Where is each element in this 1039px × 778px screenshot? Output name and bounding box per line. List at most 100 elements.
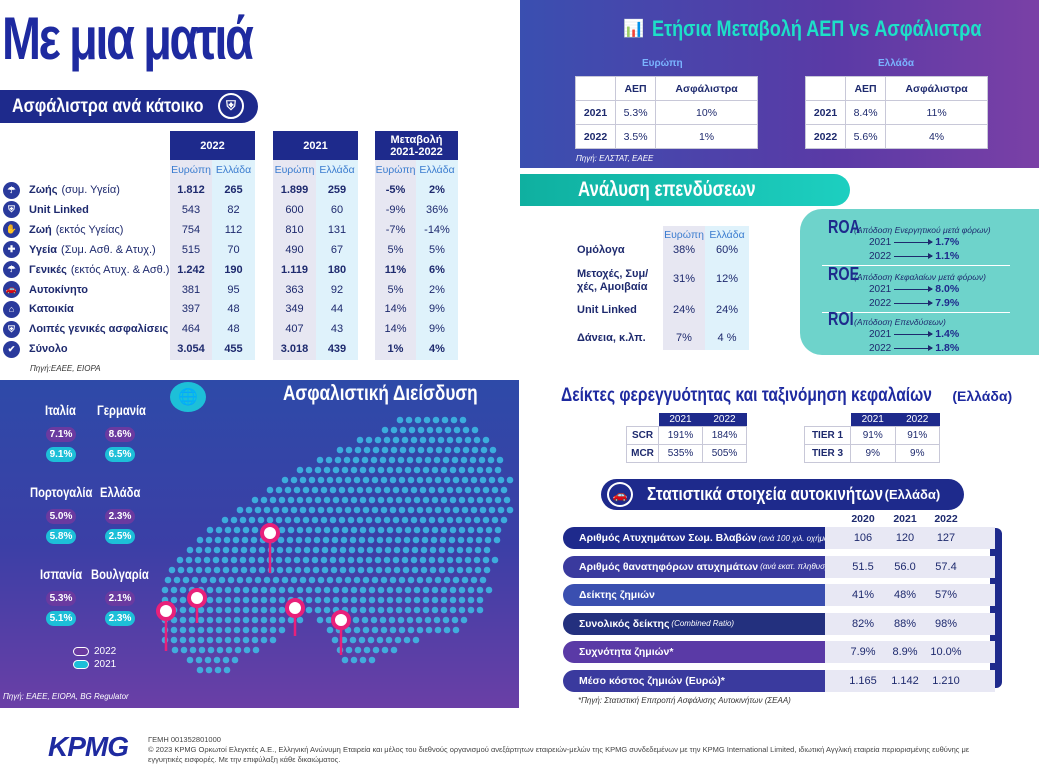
premium-cell: 2% — [429, 283, 445, 296]
col-bg — [375, 160, 416, 360]
investment-value: 24% — [715, 304, 739, 316]
ratio-row: 2021 1.4% — [869, 328, 959, 340]
kpmg-logo: KPMG — [48, 731, 129, 762]
car-stat-value: 98% — [934, 617, 958, 630]
car-stat-value: 57% — [934, 589, 958, 602]
map-pin-icon — [285, 598, 305, 618]
premium-cell: 464 — [181, 323, 201, 336]
premium-row-label: ✚ Υγεία (Συμ. Ασθ. & Ατυχ.) — [3, 241, 156, 259]
premium-cell: 3.054 — [177, 343, 205, 356]
premium-cell: 1% — [387, 343, 404, 356]
arrow-icon — [894, 285, 934, 292]
car-stat-note: (ανά εκατ. πληθυσμού) — [760, 562, 841, 572]
badge-2022: 5.0% — [46, 509, 76, 524]
col-bg — [212, 160, 255, 360]
row-label-note: (εκτός Υγείας) — [55, 223, 124, 236]
car-stat-bar: Συνολικός δείκτης (Combined Ratio) — [563, 612, 825, 635]
premium-cell: 1.119 — [281, 263, 308, 276]
premium-cell: 190 — [224, 263, 243, 276]
arrow-icon — [894, 330, 934, 337]
premium-cell: 11% — [885, 100, 988, 125]
ratio-year: 2022 — [869, 297, 892, 309]
gdp-panel: 📊 Ετήσια Μεταβολή ΑΕΠ vs Ασφάλιστρα Ευρώ… — [520, 0, 1039, 168]
year-cell: 2021 — [805, 100, 846, 125]
car-stat-value-bg — [825, 612, 995, 635]
value-cell: 184% — [702, 425, 747, 445]
investment-value: 24% — [672, 304, 696, 316]
ratio-value: 1.8% — [935, 342, 960, 354]
car-stat-value: 106 — [853, 532, 873, 544]
car-stat-value: 88% — [893, 617, 917, 630]
premium-cell: 43 — [330, 323, 344, 336]
ratio-year: 2022 — [869, 250, 892, 262]
premium-cell: 265 — [224, 184, 243, 196]
investment-value: 60% — [715, 244, 739, 256]
year-cell: 2022 — [805, 124, 846, 149]
premiums-source: Πηγή:ΕΑΕΕ, EIOPA — [30, 364, 101, 373]
premium-cell: -5% — [385, 184, 406, 196]
header-2022: 2022 — [170, 131, 255, 160]
country-name: Ιταλία — [45, 402, 76, 418]
chart-icon: 📊 — [623, 19, 645, 38]
premium-cell: 490 — [285, 243, 304, 256]
row-label-text: Υγεία — [29, 243, 58, 256]
badge-2021: 2.3% — [105, 611, 135, 626]
year-header: 2020 — [851, 513, 875, 525]
row-label-note: (συμ. Υγεία) — [61, 184, 120, 196]
car-stat-value: 1.210 — [932, 675, 960, 687]
ratio-desc: (Απόδοση Ενεργητικού μετά φόρων) — [854, 225, 991, 235]
col-bg — [170, 160, 212, 360]
home-icon: ⌂ — [3, 300, 20, 318]
premium-cell: 381 — [181, 283, 201, 296]
legend-2021: 2021 — [73, 659, 116, 670]
investment-value: 31% — [672, 273, 696, 285]
medical-icon: ✚ — [3, 241, 20, 259]
country-name: Πορτογαλία — [30, 484, 93, 500]
investment-value: 4 % — [717, 332, 737, 344]
row-label-text: Γενικές — [29, 263, 67, 276]
car-stat-value: 48% — [893, 589, 917, 602]
subheader-greece: Ελλάδα — [419, 164, 455, 176]
cars-title-suffix: (Ελλάδα) — [884, 487, 941, 502]
year-cell: 2022 — [575, 124, 616, 149]
premiums-title-pill: Ασφάλιστρα ανά κάτοικο ⛨ — [0, 90, 258, 123]
globe-icon: 🌐 — [170, 382, 206, 412]
ratio-row: 2022 1.8% — [869, 342, 959, 354]
col-bg — [663, 226, 705, 350]
year-header: 2021 — [850, 413, 895, 426]
gdp-greece-label: Ελλάδα — [878, 58, 915, 69]
car-stat-value: 82% — [851, 617, 875, 630]
premium-cell: 14% — [384, 303, 407, 316]
value-cell: 505% — [702, 443, 747, 463]
premium-cell: 515 — [181, 243, 201, 256]
car-stat-value: 41% — [851, 589, 875, 602]
badge-2021: 2.5% — [105, 529, 135, 544]
car-stat-value-bg — [825, 584, 995, 607]
premium-cell: 5% — [387, 283, 404, 296]
car-stat-bar: Αριθμός θανατηφόρων ατυχημάτων (ανά εκατ.… — [563, 555, 841, 578]
premiums-title: Ασφάλιστρα ανά κάτοικο — [12, 95, 204, 117]
car-stat-value: 1.165 — [849, 675, 877, 687]
car-stat-label: Μέσο κόστος ζημιών (Ευρώ)* — [579, 675, 725, 687]
year-header: 2021 — [893, 513, 917, 525]
premium-cell: 4% — [885, 124, 988, 149]
badge-2021: 9.1% — [46, 447, 76, 462]
penetration-panel: 🌐 Ασφαλιστική Διείσδυση Ιταλία 7.1% 9.1% Γε… — [0, 380, 519, 708]
row-label: TIER 1 — [804, 425, 851, 445]
gdp-cell: 3.5% — [614, 124, 657, 149]
premium-cell: 112 — [224, 223, 243, 236]
penetration-source: Πηγή: ΕΑΕΕ, EIOPA, BG Regulator — [3, 692, 129, 701]
premium-cell: 82 — [227, 203, 240, 216]
ratio-year: 2021 — [869, 236, 892, 248]
car-stat-value: 8.9% — [892, 646, 918, 659]
gdp-title: Ετήσια Μεταβολή ΑΕΠ vs Ασφάλιστρα — [652, 16, 982, 41]
gdp-header: 📊 Ετήσια Μεταβολή ΑΕΠ vs Ασφάλιστρα — [623, 16, 1039, 42]
cars-title: Στατιστικά στοιχεία αυτοκινήτων — [647, 484, 884, 504]
premium-cell: 60 — [330, 203, 344, 216]
shield-icon: ⛨ — [3, 320, 20, 338]
row-label-note: (εκτός Ατυχ. & Ασθ.) — [70, 263, 170, 276]
country-name: Γερμανία — [97, 402, 146, 418]
ratio-year: 2022 — [869, 342, 892, 354]
premium-cell: 10% — [655, 100, 758, 125]
col-gdp: ΑΕΠ — [844, 76, 887, 101]
